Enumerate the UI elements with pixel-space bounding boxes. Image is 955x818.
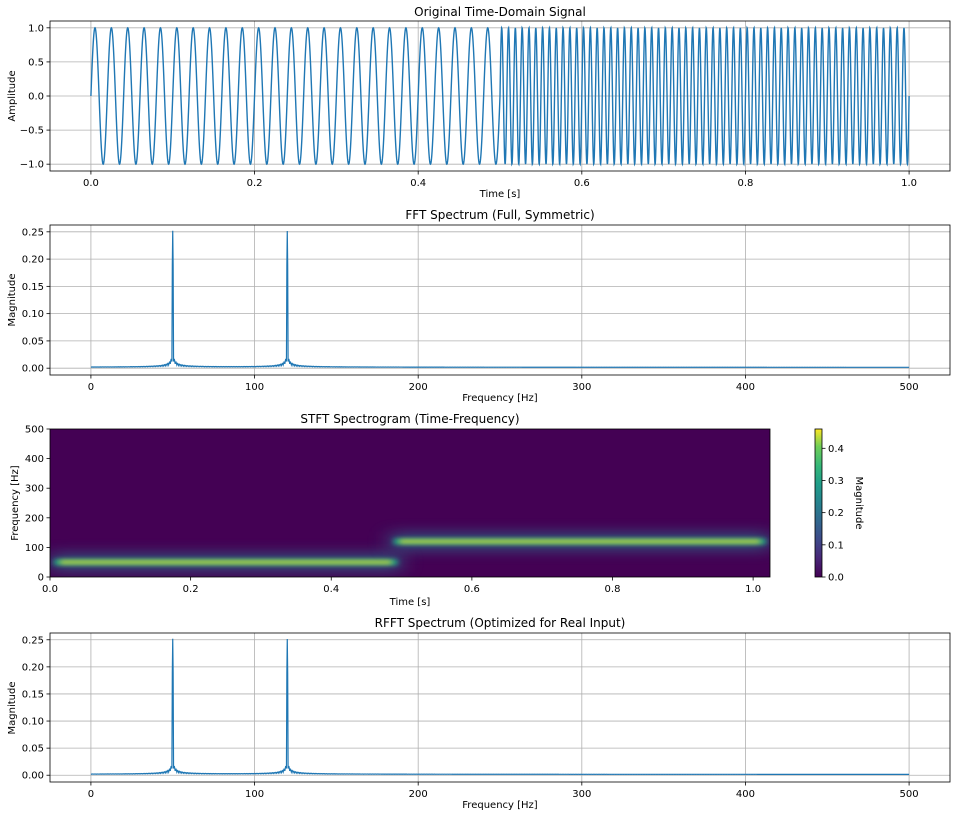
y-tick-label: 0.25 [22, 635, 44, 646]
y-tick-label: 400 [25, 454, 44, 465]
x-tick-label: 0.2 [247, 178, 263, 189]
y-tick-label: 0.05 [22, 744, 44, 755]
spectrogram-band-core [60, 560, 392, 564]
y-tick-label: −0.5 [20, 126, 44, 137]
y-axis-label: Magnitude [7, 274, 18, 327]
rfft-spectrum-line [90, 638, 910, 775]
x-tick-label: 1.0 [901, 178, 917, 189]
y-tick-label: 0.20 [22, 662, 44, 673]
x-axis-label: Time [s] [389, 597, 431, 608]
x-tick-label: 1.0 [745, 584, 761, 595]
y-tick-label: 0.25 [22, 227, 44, 238]
x-axis-label: Time [s] [479, 189, 521, 200]
colorbar-tick-label: 0.2 [828, 508, 844, 519]
fft-spectrum-line [90, 230, 910, 368]
signal-line [90, 25, 910, 167]
x-tick-label: 0.0 [83, 178, 99, 189]
y-axis-label: Magnitude [7, 682, 18, 735]
y-tick-label: 0.0 [28, 92, 44, 103]
plot-frame [49, 224, 951, 376]
y-tick-label: 1.0 [28, 23, 44, 34]
x-tick-label: 0 [88, 382, 94, 393]
x-tick-label: 200 [409, 789, 428, 800]
y-tick-label: 0.00 [22, 771, 44, 782]
y-tick-label: −1.0 [20, 160, 44, 171]
x-tick-label: 400 [736, 789, 755, 800]
plot-frame [49, 428, 771, 578]
x-tick-label: 0.0 [42, 584, 58, 595]
y-tick-label: 0.05 [22, 336, 44, 347]
x-tick-label: 300 [572, 789, 591, 800]
y-tick-label: 0.5 [28, 57, 44, 68]
chart-title: Original Time-Domain Signal [414, 5, 586, 19]
y-tick-label: 0 [38, 573, 44, 584]
y-tick-label: 0.00 [22, 364, 44, 375]
chart-time-domain: Original Time-Domain Signal 0.0 0.2 0.4 0.6… [7, 5, 951, 200]
x-tick-label: 100 [245, 382, 264, 393]
x-tick-label: 200 [409, 382, 428, 393]
chart-title: FFT Spectrum (Full, Symmetric) [405, 208, 594, 222]
x-tick-label: 500 [900, 789, 919, 800]
colorbar-label: Magnitude [853, 477, 864, 530]
y-tick-label: 0.15 [22, 282, 44, 293]
x-axis-label: Frequency [Hz] [462, 800, 538, 811]
plot-frame [49, 632, 951, 783]
x-tick-label: 0.4 [410, 178, 426, 189]
x-axis-label: Frequency [Hz] [462, 393, 538, 404]
x-tick-label: 400 [736, 382, 755, 393]
spectrogram-band-core [399, 540, 760, 543]
y-tick-label: 500 [25, 425, 44, 436]
colorbar-tick-label: 0.3 [828, 476, 844, 487]
chart-fft-full: FFT Spectrum (Full, Symmetric) 0 100 200 30… [7, 208, 951, 404]
y-tick-label: 100 [25, 543, 44, 554]
y-tick-label: 0.15 [22, 689, 44, 700]
x-tick-label: 0.8 [738, 178, 754, 189]
y-tick-label: 0.10 [22, 309, 44, 320]
y-tick-label: 300 [25, 484, 44, 495]
x-tick-label: 0.6 [464, 584, 480, 595]
x-tick-label: 0 [88, 789, 94, 800]
x-tick-label: 300 [572, 382, 591, 393]
y-tick-label: 200 [25, 513, 44, 524]
colorbar [814, 428, 823, 578]
y-axis-label: Amplitude [7, 70, 18, 121]
x-tick-label: 500 [900, 382, 919, 393]
colorbar-tick-label: 0.1 [828, 540, 844, 551]
colorbar-tick-label: 0.0 [828, 573, 844, 584]
chart-title: RFFT Spectrum (Optimized for Real Input) [375, 616, 626, 630]
colorbar-tick-label: 0.4 [828, 444, 844, 455]
x-tick-label: 0.6 [574, 178, 590, 189]
spectrogram-image [50, 429, 770, 577]
x-tick-label: 0.4 [323, 584, 339, 595]
x-tick-label: 100 [245, 789, 264, 800]
chart-stft-spectrogram: STFT Spectrogram (Time-Frequency) 0.0 0.2… [10, 412, 864, 608]
x-tick-label: 0.2 [183, 584, 199, 595]
y-tick-label: 0.10 [22, 717, 44, 728]
chart-title: STFT Spectrogram (Time-Frequency) [300, 412, 519, 426]
x-tick-label: 0.8 [605, 584, 621, 595]
y-tick-label: 0.20 [22, 255, 44, 266]
chart-rfft: RFFT Spectrum (Optimized for Real Input)… [7, 616, 951, 811]
y-axis-label: Frequency [Hz] [10, 465, 21, 541]
